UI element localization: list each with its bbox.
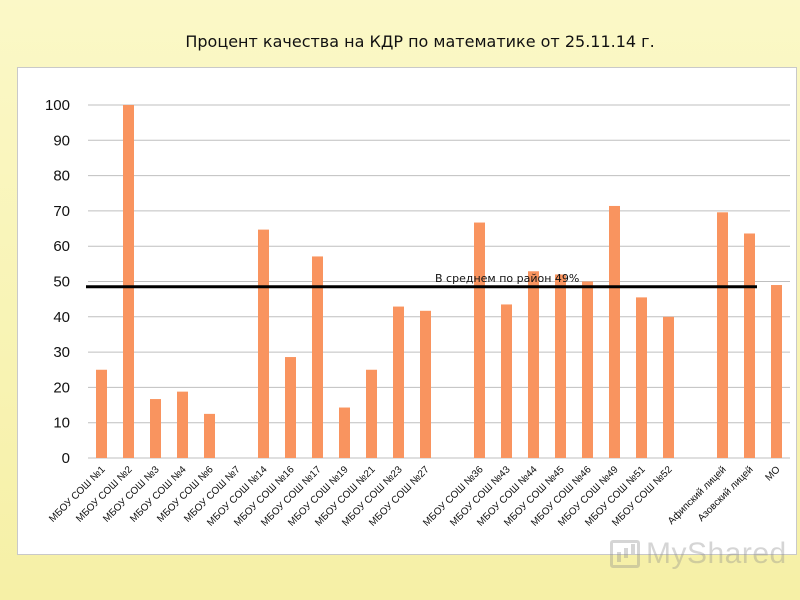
- bar: [312, 256, 323, 458]
- average-label: В среднем по район 49%: [435, 272, 579, 285]
- y-tick-label: 50: [53, 274, 70, 291]
- bar: [609, 205, 620, 458]
- x-tick-label: МО: [763, 464, 782, 483]
- bar: [582, 281, 593, 458]
- bar: [258, 229, 269, 458]
- bar: [717, 212, 728, 458]
- bar: [420, 310, 431, 458]
- chart-area: [17, 67, 797, 555]
- bar: [150, 399, 161, 458]
- y-axis-ticks: 0 10 20 30 40 50 60 70 80 90 100: [45, 97, 70, 467]
- y-tick-label: 0: [62, 450, 70, 467]
- bar: [96, 369, 107, 458]
- y-tick-label: 40: [53, 309, 70, 326]
- y-tick-label: 90: [53, 132, 70, 149]
- average-line-group: В среднем по район 49%: [86, 272, 757, 289]
- bar: [393, 306, 404, 458]
- y-tick-label: 20: [53, 379, 70, 396]
- bar: [177, 391, 188, 458]
- bar: [501, 304, 512, 458]
- y-tick-label: 100: [45, 97, 70, 114]
- y-tick-label: 80: [53, 168, 70, 185]
- y-tick-label: 30: [53, 344, 70, 361]
- bar: [636, 297, 647, 458]
- y-tick-label: 10: [53, 415, 70, 432]
- bar: [366, 369, 377, 458]
- bar: [204, 413, 215, 458]
- y-tick-label: 70: [53, 203, 70, 220]
- bar: [123, 105, 134, 458]
- bar: [339, 407, 350, 458]
- bar: [663, 316, 674, 458]
- bar: [285, 357, 296, 458]
- bars: [96, 105, 782, 458]
- bar: [528, 271, 539, 458]
- page-title: Процент качества на КДР по математике от…: [185, 32, 655, 51]
- bar: [771, 285, 782, 458]
- y-tick-label: 60: [53, 238, 70, 255]
- bar: [474, 222, 485, 458]
- bar: [555, 274, 566, 458]
- bar: [744, 233, 755, 458]
